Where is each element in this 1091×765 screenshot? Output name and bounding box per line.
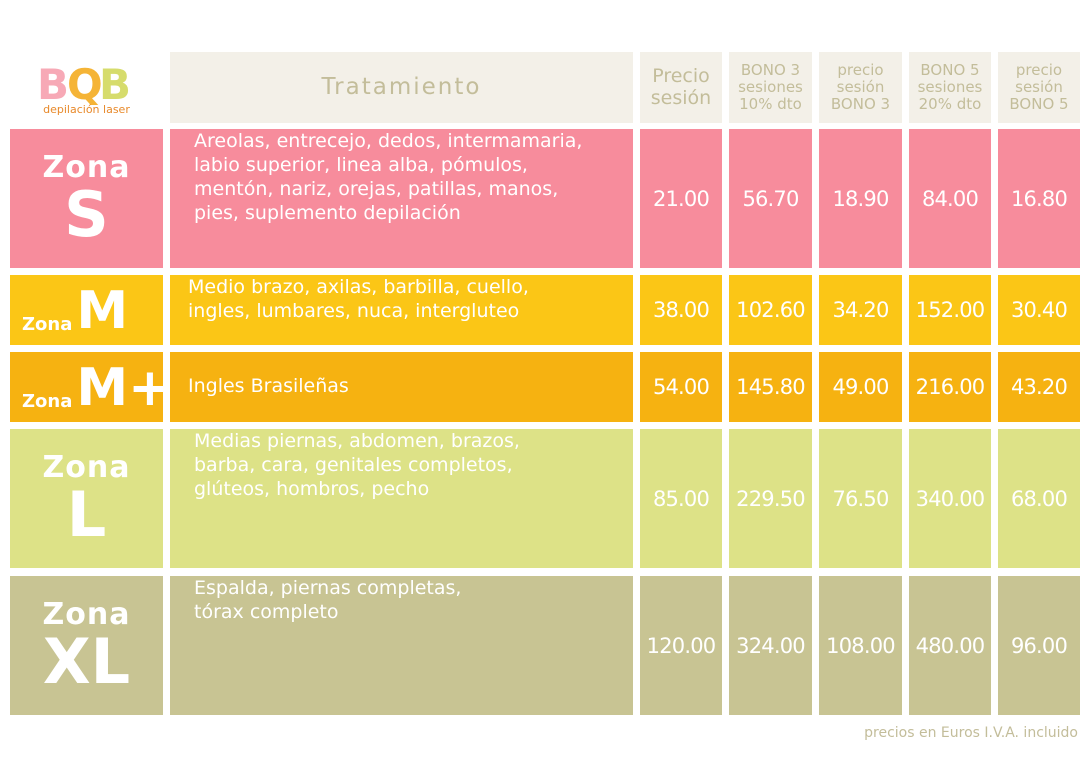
zone-l-treatments: Medias piernas, abdomen, brazos, barba, …	[170, 429, 633, 568]
zone-s-treatments: Areolas, entrecejo, dedos, intermamaria,…	[170, 129, 633, 268]
zone-letter: L	[66, 477, 107, 551]
zone-s-precio-sesion: 21.00	[640, 129, 722, 268]
brand-logo: B Q B depilación laser	[10, 52, 163, 123]
zone-s-bono5: 84.00	[909, 129, 991, 268]
zone-mplus-precio-sesion: 54.00	[640, 352, 722, 422]
zone-mplus-bono3: 145.80	[729, 352, 812, 422]
zone-letter: XL	[42, 624, 131, 698]
logo-letter-2: Q	[67, 60, 103, 105]
header-line: BONO 5	[1009, 95, 1069, 114]
logo-letter-3: B	[99, 60, 131, 105]
header-line: BONO 5	[920, 60, 980, 79]
treatment-line: pies, suplemento depilación	[194, 202, 461, 224]
zone-xl-bono3: 324.00	[729, 576, 812, 715]
treatment-line: ingles, lumbares, nuca, intergluteo	[188, 300, 520, 322]
zone-word: Zona	[42, 149, 131, 185]
header-line: precio	[837, 60, 884, 79]
zone-letter: S	[64, 177, 109, 251]
zone-m-precio-sesion: 38.00	[640, 275, 722, 345]
header-precio-bono3: precio sesión BONO 3	[819, 52, 902, 123]
zone-m-label: Zona M	[10, 275, 163, 345]
treatment-line: Medio brazo, axilas, barbilla, cuello,	[188, 276, 529, 298]
zone-m-bono5: 152.00	[909, 275, 991, 345]
zone-mplus-bono5: 216.00	[909, 352, 991, 422]
zone-xl-bono5: 480.00	[909, 576, 991, 715]
zone-l-precio-bono5: 68.00	[998, 429, 1080, 568]
header-line: BONO 3	[830, 95, 891, 114]
footnote: precios en Euros I.V.A. incluido	[864, 725, 1078, 741]
treatment-line: mentón, nariz, orejas, patillas, manos,	[194, 178, 559, 200]
zone-s-label: Zona S	[10, 129, 163, 268]
treatment-line: glúteos, hombros, pecho	[194, 478, 430, 500]
treatment-line: barba, cara, genitales completos,	[194, 454, 513, 476]
zone-xl-precio-bono5: 96.00	[998, 576, 1080, 715]
header-line: sesiones	[917, 77, 983, 96]
header-bono5: BONO 5 sesiones 20% dto	[909, 52, 991, 123]
header-tratamiento: Tratamiento	[170, 52, 633, 123]
zone-word: Zona	[42, 596, 131, 632]
zone-m-bono3: 102.60	[729, 275, 812, 345]
header-line: BONO 3	[740, 60, 801, 79]
zone-m-precio-bono3: 34.20	[819, 275, 902, 345]
zone-word: Zona	[22, 391, 73, 412]
header-line: sesión	[650, 86, 712, 109]
treatment-line: Medias piernas, abdomen, brazos,	[194, 430, 520, 452]
zone-word: Zona	[42, 449, 131, 485]
zone-s-precio-bono3: 18.90	[819, 129, 902, 268]
zone-l-precio-sesion: 85.00	[640, 429, 722, 568]
zone-l-bono5: 340.00	[909, 429, 991, 568]
header-line: sesión	[836, 77, 885, 96]
zone-word: Zona	[22, 314, 73, 335]
treatment-line: labio superior, linea alba, pómulos,	[194, 154, 528, 176]
treatment-line: Ingles Brasileñas	[188, 375, 349, 397]
zone-l-label: Zona L	[10, 429, 163, 568]
zone-xl-precio-bono3: 108.00	[819, 576, 902, 715]
zone-m-treatments: Medio brazo, axilas, barbilla, cuello, i…	[170, 275, 633, 345]
zone-s-precio-bono5: 16.80	[998, 129, 1080, 268]
zone-m-precio-bono5: 30.40	[998, 275, 1080, 345]
zone-xl-treatments: Espalda, piernas completas, tórax comple…	[170, 576, 633, 715]
header-line: 10% dto	[739, 95, 802, 114]
zone-letter: M	[76, 281, 129, 341]
logo-letter-1: B	[37, 60, 69, 105]
header-precio-sesion: Precio sesión	[640, 52, 722, 123]
zone-s-bono3: 56.70	[729, 129, 812, 268]
zone-mplus-treatments: Ingles Brasileñas	[170, 352, 633, 422]
zone-xl-precio-sesion: 120.00	[640, 576, 722, 715]
header-line: 20% dto	[918, 95, 982, 114]
treatment-line: Areolas, entrecejo, dedos, intermamaria,	[194, 130, 583, 152]
header-line: precio	[1015, 60, 1063, 79]
brand-logo-mark: B Q B	[37, 60, 131, 105]
header-line: Precio	[652, 64, 710, 87]
zone-mplus-label: Zona M+	[10, 352, 172, 422]
treatment-line: Espalda, piernas completas,	[194, 577, 462, 599]
zone-xl-label: Zona XL	[10, 576, 163, 715]
header-line: sesión	[1015, 77, 1063, 96]
zone-l-precio-bono3: 76.50	[819, 429, 902, 568]
header-bono3: BONO 3 sesiones 10% dto	[729, 52, 812, 123]
treatment-line: tórax completo	[194, 601, 339, 623]
header-line: sesiones	[738, 77, 803, 96]
zone-l-bono3: 229.50	[729, 429, 812, 568]
zone-mplus-precio-bono5: 43.20	[998, 352, 1080, 422]
zone-mplus-precio-bono3: 49.00	[819, 352, 902, 422]
brand-subtitle: depilación laser	[43, 103, 130, 116]
zone-letter: M+	[76, 358, 172, 418]
header-precio-bono5: precio sesión BONO 5	[998, 52, 1080, 123]
